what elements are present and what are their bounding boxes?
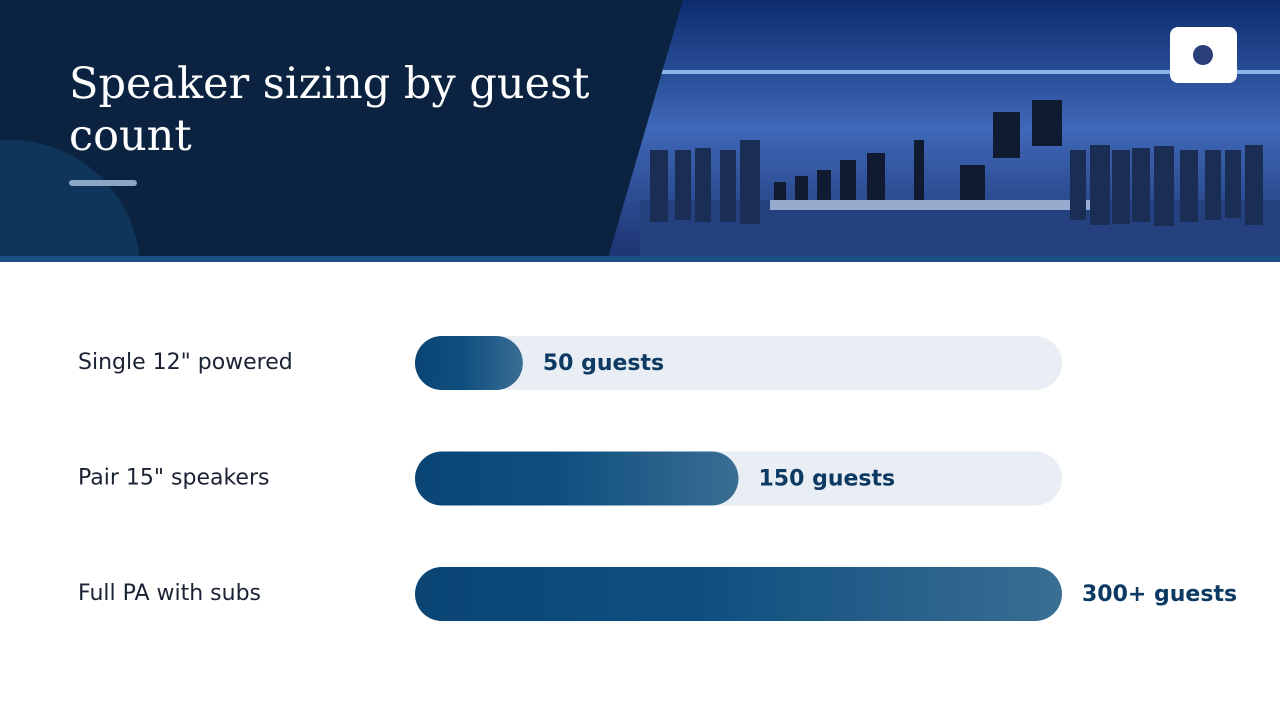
logo <box>1193 45 1213 65</box>
bar <box>415 567 1062 621</box>
chart-title: Speaker sizing by guest count <box>69 59 590 161</box>
header-image <box>560 0 1280 258</box>
category-label: Single 12" powered <box>78 350 293 375</box>
bar <box>415 451 739 506</box>
header-decoration <box>0 140 140 258</box>
header-rule <box>0 256 1280 262</box>
value-label: 50 guests <box>543 351 664 376</box>
header-panel <box>0 0 683 258</box>
bar <box>415 336 523 390</box>
category-label: Full PA with subs <box>78 581 261 606</box>
value-label: 300+ guests <box>1082 582 1237 607</box>
title-underline <box>69 180 137 186</box>
category-label: Pair 15" speakers <box>78 466 269 491</box>
bar-track <box>415 336 1062 390</box>
value-label: 150 guests <box>759 467 896 492</box>
